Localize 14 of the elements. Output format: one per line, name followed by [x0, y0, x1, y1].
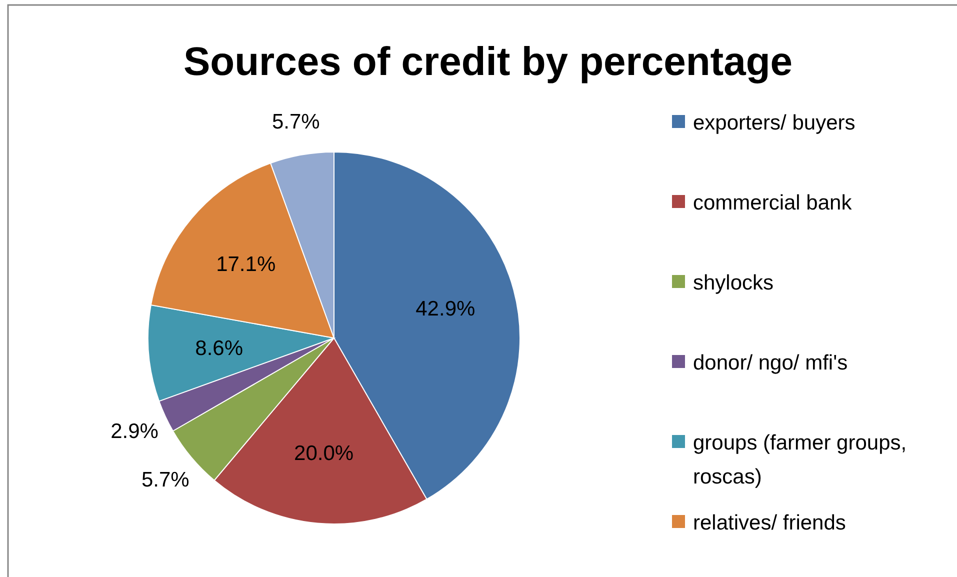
legend-label: exporters/ buyers [693, 111, 856, 134]
legend-label: shylocks [693, 271, 774, 294]
data-label: 20.0% [294, 442, 354, 466]
data-label: 8.6% [195, 337, 244, 360]
chart-title: Sources of credit by percentage [183, 40, 793, 84]
legend-label: donor/ ngo/ mfi's [693, 351, 848, 374]
legend-label: groups (farmer groups, roscas) [693, 431, 907, 488]
data-label: 5.7% [141, 468, 190, 492]
data-label: 42.9% [416, 298, 476, 321]
legend-label: relatives/ friends [693, 511, 846, 534]
data-label: 2.9% [110, 420, 158, 444]
data-label: 17.1% [216, 253, 276, 276]
data-label: 5.7% [272, 110, 320, 134]
legend-label: commercial bank [693, 191, 852, 214]
